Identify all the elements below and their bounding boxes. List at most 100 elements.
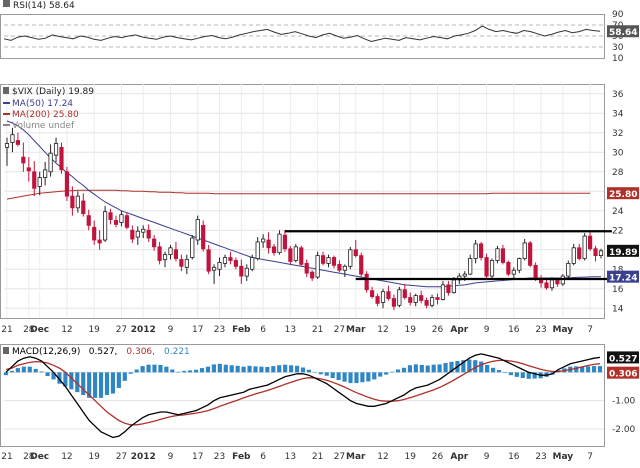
price-tick-label: 24 xyxy=(612,207,624,217)
macd-x-label: May xyxy=(553,452,574,462)
candle-body xyxy=(288,248,293,262)
current-price-label-bg xyxy=(607,244,639,257)
candle-body xyxy=(304,262,309,274)
candle-body xyxy=(21,156,26,164)
candle xyxy=(239,259,244,284)
candle xyxy=(135,226,140,245)
price-x-label: 21 xyxy=(1,325,12,335)
candle-body xyxy=(190,237,195,258)
candle-body xyxy=(582,235,587,259)
price-x-label: 16 xyxy=(508,325,520,335)
macd-histogram-bar xyxy=(318,372,323,375)
candle-body xyxy=(588,235,593,250)
candle xyxy=(522,239,527,261)
macd-histogram-bar xyxy=(431,364,436,373)
candle-body xyxy=(598,250,604,256)
macd-histogram-bar xyxy=(21,366,26,373)
candle xyxy=(386,285,391,301)
macd-histogram-bar xyxy=(479,361,484,373)
candle xyxy=(152,235,157,251)
candle-body xyxy=(533,264,538,279)
candle-body xyxy=(364,273,369,291)
candle-body xyxy=(429,297,435,306)
candle-body xyxy=(528,242,533,266)
macd-histogram-bar xyxy=(390,371,395,373)
candle-body xyxy=(244,267,249,277)
candle xyxy=(348,246,353,270)
candle xyxy=(331,255,337,269)
candle xyxy=(380,288,386,309)
candle xyxy=(10,127,15,153)
macd-histogram-bar xyxy=(9,370,15,373)
candle-body xyxy=(577,247,582,259)
macd-x-label: 13 xyxy=(285,452,296,462)
candle xyxy=(440,280,446,301)
macd-histogram-bar xyxy=(271,366,276,373)
macd-histogram-bar xyxy=(372,372,377,380)
candle-body xyxy=(506,262,511,275)
candle-body xyxy=(397,289,402,306)
candle xyxy=(310,270,315,281)
candle xyxy=(511,267,516,279)
macd-x-label: 19 xyxy=(88,452,100,462)
macd-histogram-bar xyxy=(3,372,9,376)
candle-body xyxy=(86,215,91,226)
macd-histogram-bar xyxy=(401,367,407,373)
candle xyxy=(277,230,282,255)
macd-histogram-bar xyxy=(45,372,50,377)
candle-body xyxy=(451,279,456,294)
price-x-label: 28 xyxy=(23,325,35,335)
macd-x-label: 2012 xyxy=(131,452,156,462)
ma200-line xyxy=(6,189,591,200)
macd-histogram-bar xyxy=(259,366,264,373)
candle xyxy=(582,233,587,261)
candle xyxy=(184,254,189,275)
price-x-label: 27 xyxy=(116,325,127,335)
macd-histogram-bar xyxy=(146,364,151,373)
macd-histogram-bar xyxy=(419,364,424,373)
macd-histogram-bar xyxy=(128,372,133,374)
candle xyxy=(506,260,511,277)
price-x-label: Apr xyxy=(450,325,468,335)
candle xyxy=(577,243,582,261)
rsi-line xyxy=(3,25,601,43)
macd-histogram-bar xyxy=(366,372,371,382)
macd-x-label: Feb xyxy=(232,452,251,462)
price-x-label: 23 xyxy=(535,325,546,335)
price-legend-label: MA(50) 17.24 xyxy=(12,99,73,109)
current-price-label: 19.89 xyxy=(609,248,637,258)
candle-body xyxy=(522,242,527,259)
macd-histogram-bar xyxy=(384,372,389,375)
price-x-label: 19 xyxy=(88,325,100,335)
candle-body xyxy=(337,263,342,271)
macd-histogram-bar xyxy=(217,363,222,373)
candle xyxy=(261,234,266,248)
macd-histogram-bar xyxy=(104,372,110,395)
candle-body xyxy=(435,297,440,300)
macd-histogram-bar xyxy=(449,361,454,373)
candle xyxy=(288,245,293,265)
macd-histogram-bar xyxy=(300,367,306,373)
candle-body xyxy=(53,143,59,156)
macd-histogram-bar xyxy=(33,368,38,373)
candle xyxy=(598,248,604,259)
candle xyxy=(108,208,113,225)
candle xyxy=(293,243,298,263)
candle-body xyxy=(517,258,522,271)
candle-body xyxy=(157,246,162,261)
macd-histogram-bar xyxy=(330,372,335,378)
candle xyxy=(75,191,80,213)
macd-x-label: 9 xyxy=(168,452,174,462)
candle xyxy=(446,280,451,296)
macd-histogram-bar xyxy=(158,364,163,373)
macd-histogram-bar xyxy=(182,370,187,373)
macd-histogram-bar xyxy=(39,371,44,373)
macd-x-label: 28 xyxy=(23,452,35,462)
price-x-label: 27 xyxy=(334,325,345,335)
macd-histogram-bar xyxy=(532,372,537,379)
candle-body xyxy=(4,143,10,148)
macd-histogram-bar xyxy=(110,372,115,394)
candle xyxy=(468,254,473,276)
candle-body xyxy=(495,248,500,261)
